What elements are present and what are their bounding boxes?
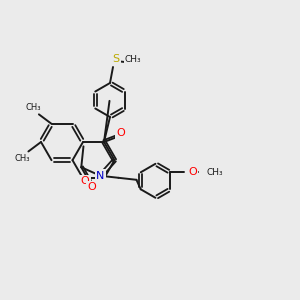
Text: CH₃: CH₃ [125, 56, 141, 64]
Text: O: O [117, 128, 125, 138]
Text: O: O [81, 176, 89, 186]
Text: O: O [87, 182, 96, 192]
Text: S: S [112, 54, 120, 64]
Text: CH₃: CH₃ [15, 154, 30, 163]
Text: N: N [96, 171, 105, 181]
Text: O: O [188, 167, 197, 177]
Text: CH₃: CH₃ [25, 103, 41, 112]
Text: CH₃: CH₃ [206, 168, 223, 177]
